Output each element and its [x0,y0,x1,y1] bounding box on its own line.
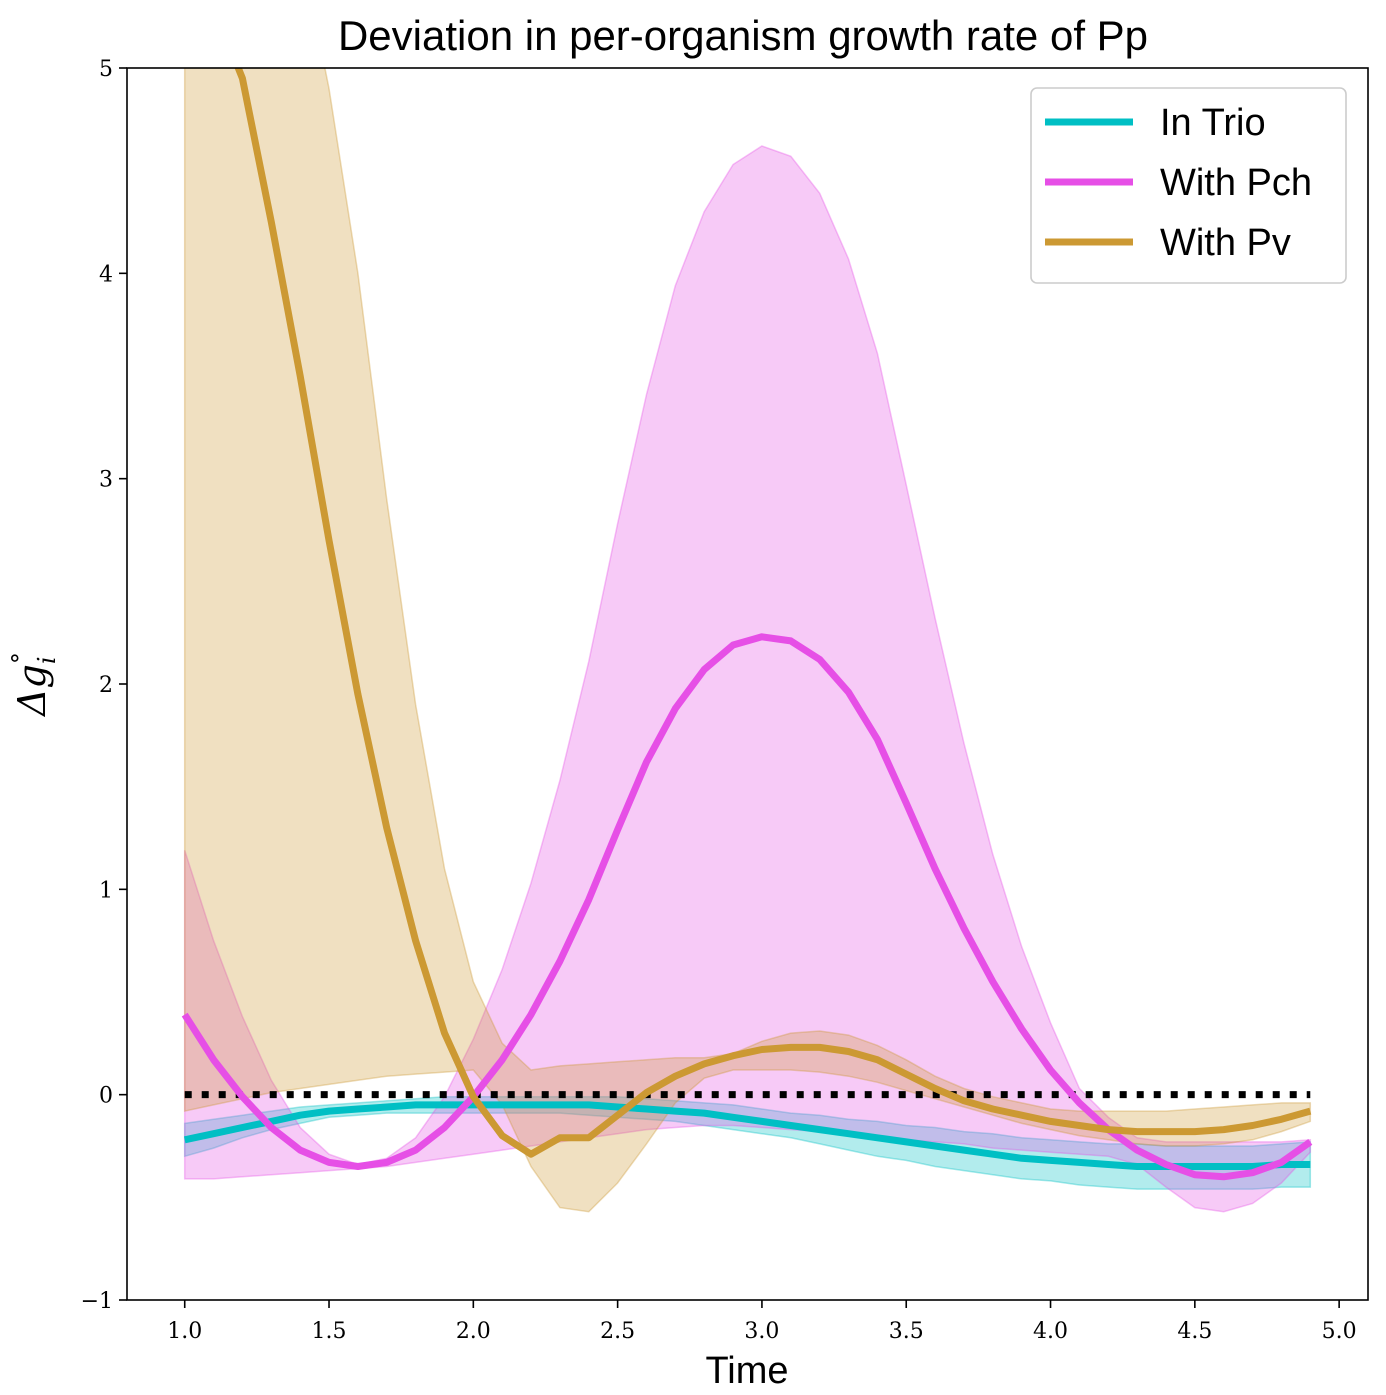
y-tick-label: 1 [99,878,113,903]
legend-frame [1030,87,1347,284]
x-tick-label: 3.5 [889,1319,924,1344]
legend-label-in-trio: In Trio [1160,102,1266,144]
band-in-trio [183,1095,1312,1190]
x-tick-label: 2.5 [600,1319,635,1344]
x-tick-label: 5.0 [1322,1319,1357,1344]
line-with-pv [234,68,1312,1158]
y-tick-label: −1 [81,1289,113,1314]
y-axis-label: Δg°i [7,652,61,718]
x-tick-label: 4.0 [1033,1319,1068,1344]
legend-label-with-pv: With Pv [1160,222,1291,264]
y-tick-label: 0 [99,1084,113,1109]
x-tick-label: 3.0 [744,1319,779,1344]
legend: In Trio With Pch With Pv [1030,87,1347,284]
confidence-bands [183,68,1312,1213]
y-tick-label: 2 [99,673,113,698]
line-with-pch [181,633,1313,1181]
x-tick-label: 4.5 [1177,1319,1212,1344]
band-with-pv [183,68,1312,1213]
line-in-trio [183,1101,1311,1170]
chart-title: Deviation in per-organism growth rate of… [338,12,1148,59]
legend-label-with-pch: With Pch [1160,162,1312,204]
x-tick-label: 1.0 [167,1319,202,1344]
y-tick-label: 4 [99,262,113,287]
x-tick-label: 2.0 [456,1319,491,1344]
y-axis-ticks: −1 0 1 2 3 4 5 [81,57,127,1314]
band-with-pch [183,145,1312,1213]
x-axis-label: Time [705,1350,788,1392]
series-lines [181,68,1313,1181]
x-axis-ticks: 1.0 1.5 2.0 2.5 3.0 3.5 4.0 4.5 5.0 [167,1300,1357,1344]
y-tick-label: 5 [99,57,113,82]
x-tick-label: 1.5 [312,1319,347,1344]
y-tick-label: 3 [99,468,113,493]
